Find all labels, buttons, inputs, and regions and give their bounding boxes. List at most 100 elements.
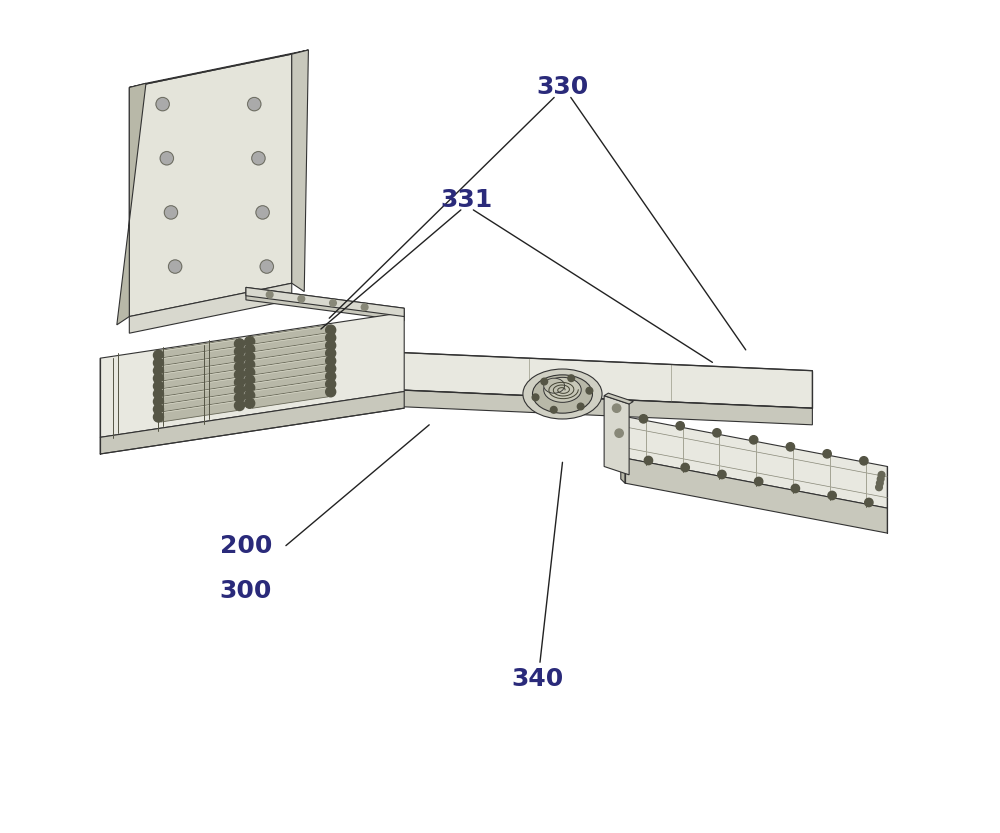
Polygon shape [625,416,887,508]
Polygon shape [292,50,308,292]
Circle shape [326,325,336,335]
Polygon shape [252,364,328,385]
Polygon shape [161,339,237,360]
Circle shape [326,364,336,374]
Polygon shape [604,396,629,475]
Polygon shape [129,50,308,87]
Polygon shape [161,385,237,407]
Circle shape [865,498,873,506]
Ellipse shape [532,375,592,413]
Polygon shape [100,312,404,437]
Circle shape [754,477,763,486]
Polygon shape [621,412,625,483]
Circle shape [860,456,868,465]
Circle shape [153,397,163,407]
Circle shape [245,344,255,354]
Circle shape [153,404,163,414]
Circle shape [160,152,173,165]
Circle shape [234,347,244,357]
Circle shape [234,370,244,380]
Circle shape [245,383,255,393]
Circle shape [234,354,244,364]
Circle shape [877,480,883,486]
Polygon shape [161,401,237,422]
Circle shape [156,97,169,111]
Polygon shape [246,383,812,425]
Circle shape [326,341,336,351]
Circle shape [234,377,244,387]
Circle shape [245,367,255,377]
Circle shape [876,484,882,491]
Circle shape [326,348,336,358]
Circle shape [532,394,539,401]
Circle shape [326,356,336,366]
Circle shape [153,366,163,376]
Circle shape [153,373,163,383]
Circle shape [168,260,182,273]
Circle shape [248,97,261,111]
Polygon shape [161,354,237,376]
Circle shape [326,333,336,343]
Circle shape [615,429,623,437]
Polygon shape [252,372,328,393]
Polygon shape [252,325,328,347]
Polygon shape [246,287,404,321]
Circle shape [718,471,726,479]
Polygon shape [252,333,328,354]
Polygon shape [252,356,328,377]
Circle shape [245,375,255,385]
Circle shape [266,292,273,298]
Circle shape [153,382,163,392]
Ellipse shape [544,377,581,402]
Circle shape [541,378,548,385]
Circle shape [786,442,795,451]
Polygon shape [246,287,404,317]
Circle shape [749,436,758,444]
Polygon shape [129,283,292,333]
Circle shape [791,484,800,492]
Circle shape [577,403,584,410]
Polygon shape [161,377,237,399]
Circle shape [256,206,269,219]
Polygon shape [161,347,237,368]
Circle shape [234,385,244,395]
Text: 331: 331 [441,188,493,212]
Circle shape [361,304,368,311]
Circle shape [245,337,255,347]
Circle shape [245,360,255,370]
Circle shape [153,350,163,360]
Circle shape [878,471,885,478]
Circle shape [245,391,255,401]
Circle shape [612,404,621,412]
Circle shape [676,421,684,430]
Circle shape [153,412,163,422]
Text: 300: 300 [220,580,272,603]
Polygon shape [161,362,237,383]
Circle shape [298,296,305,302]
Circle shape [823,450,831,458]
Polygon shape [252,387,328,408]
Circle shape [245,398,255,408]
Circle shape [153,358,163,368]
Circle shape [828,491,836,500]
Polygon shape [100,392,404,454]
Ellipse shape [544,378,565,393]
Polygon shape [117,83,146,325]
Polygon shape [161,393,237,414]
Polygon shape [129,54,292,317]
Text: 330: 330 [536,76,589,99]
Circle shape [326,387,336,397]
Circle shape [260,260,273,273]
Polygon shape [604,393,633,404]
Polygon shape [252,341,328,362]
Circle shape [234,401,244,411]
Circle shape [326,372,336,382]
Text: 200: 200 [220,534,272,557]
Circle shape [586,387,593,394]
Circle shape [330,300,336,307]
Text: 340: 340 [511,667,564,691]
Polygon shape [252,379,328,401]
Circle shape [234,362,244,372]
Circle shape [252,152,265,165]
Polygon shape [625,458,887,533]
